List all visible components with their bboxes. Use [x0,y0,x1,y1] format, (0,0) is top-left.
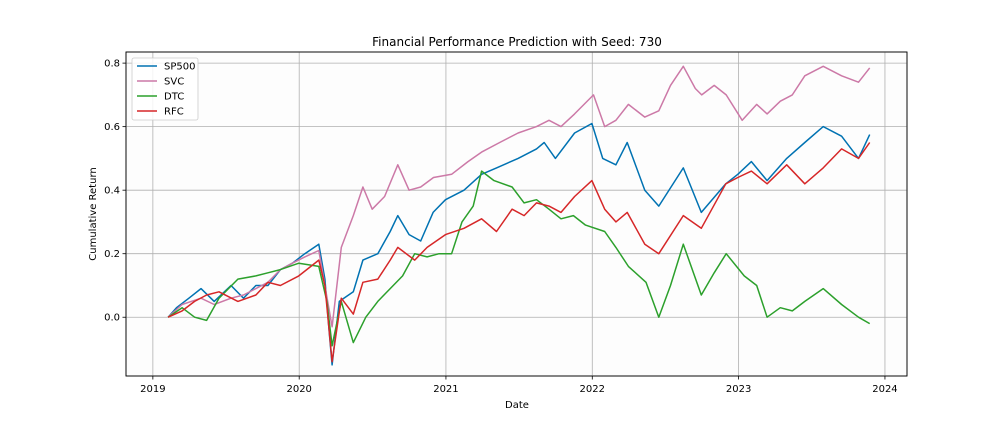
legend-label-svc: SVC [164,77,184,88]
x-tick-label: 2020 [286,384,311,395]
y-tick-label: 0.4 [104,186,120,197]
x-axis-label: Date [505,400,529,411]
y-tick-label: 0.6 [104,122,120,133]
y-tick-label: 0.2 [104,249,120,260]
y-axis-label: Cumulative Return [88,167,99,260]
y-tick-label: 0.8 [104,59,120,70]
x-tick-label: 2021 [433,384,458,395]
series-line-sp500 [167,122,871,366]
plot-border [125,51,908,377]
legend-label-dtc: DTC [164,92,184,103]
series-line-svc [167,65,871,328]
x-tick-label: 2022 [580,384,605,395]
y-axis-ticks: 0.0 0.2 0.4 0.6 0.8 [104,59,126,324]
x-axis-ticks: 2019 2020 2021 2022 2023 2024 [140,376,898,395]
grid-lines [126,52,907,376]
plot-area [125,51,908,377]
x-tick-label: 2024 [872,384,897,395]
series-line-rfc [167,142,871,363]
x-tick-label: 2023 [726,384,751,395]
series-lines [167,65,871,366]
y-tick-label: 0.0 [104,313,120,324]
legend-label-rfc: RFC [164,107,184,118]
legend-box [131,57,199,121]
legend: SP500 SVC DTC RFC [131,57,199,121]
chart-title: Financial Performance Prediction with Se… [372,35,662,49]
x-tick-label: 2019 [140,384,165,395]
series-line-dtc [167,170,871,347]
legend-label-sp500: SP500 [164,62,195,73]
